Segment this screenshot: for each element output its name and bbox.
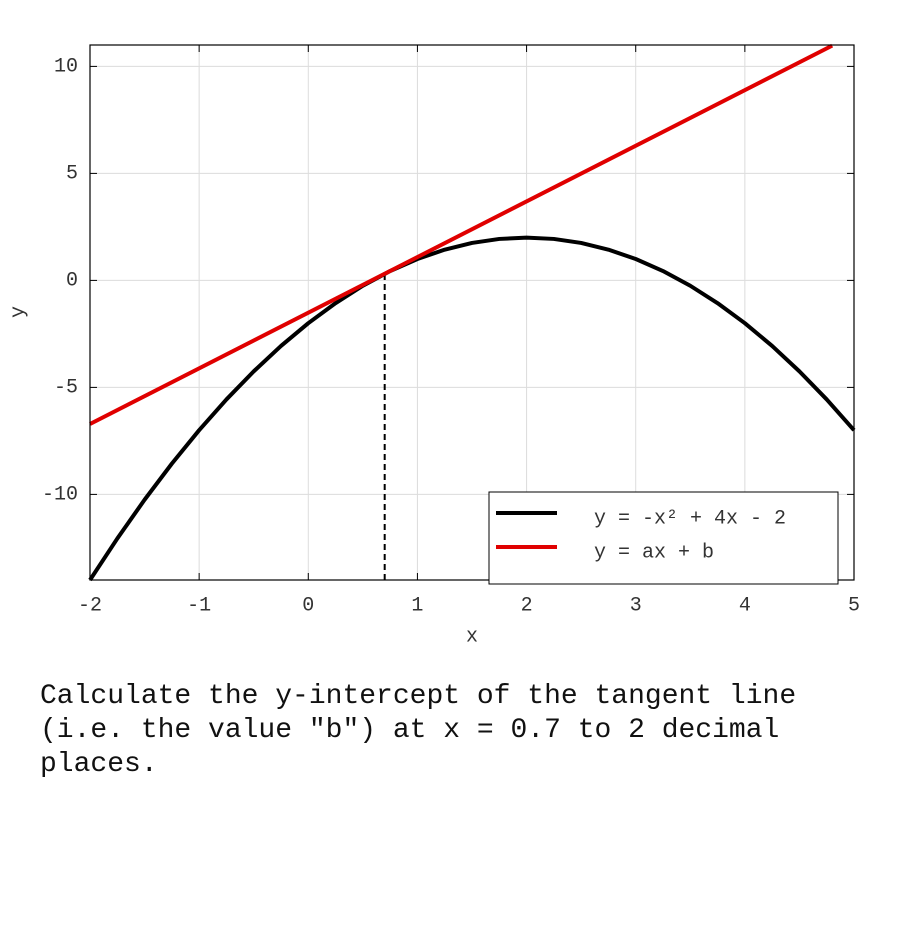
x-tick-label: 4 (739, 594, 751, 617)
x-tick-label: 1 (411, 594, 423, 617)
y-tick-label: 5 (66, 163, 78, 186)
legend-label: y = ax + b (594, 541, 714, 564)
line-series (89, 43, 834, 426)
x-tick-label: 0 (302, 594, 314, 617)
x-tick-label: -2 (78, 594, 102, 617)
y-tick-label: -5 (54, 377, 78, 400)
y-axis-label: y (7, 306, 30, 318)
plot-frame (89, 44, 855, 581)
y-tick-label: 0 (66, 270, 78, 293)
legend-box (488, 491, 839, 585)
plot-area (90, 45, 854, 580)
y-tick-label: -10 (42, 484, 78, 507)
question: Calculate the y-intercept of the tangent… (40, 681, 797, 780)
x-tick-label: 5 (848, 594, 860, 617)
x-tick-label: 2 (521, 594, 533, 617)
y-tick-label: 10 (54, 56, 78, 79)
legend-label: y = -x² + 4x - 2 (594, 507, 786, 530)
x-axis-label: x (466, 625, 478, 648)
line-series (88, 235, 856, 582)
x-tick-label: 3 (630, 594, 642, 617)
x-tick-label: -1 (187, 594, 211, 617)
